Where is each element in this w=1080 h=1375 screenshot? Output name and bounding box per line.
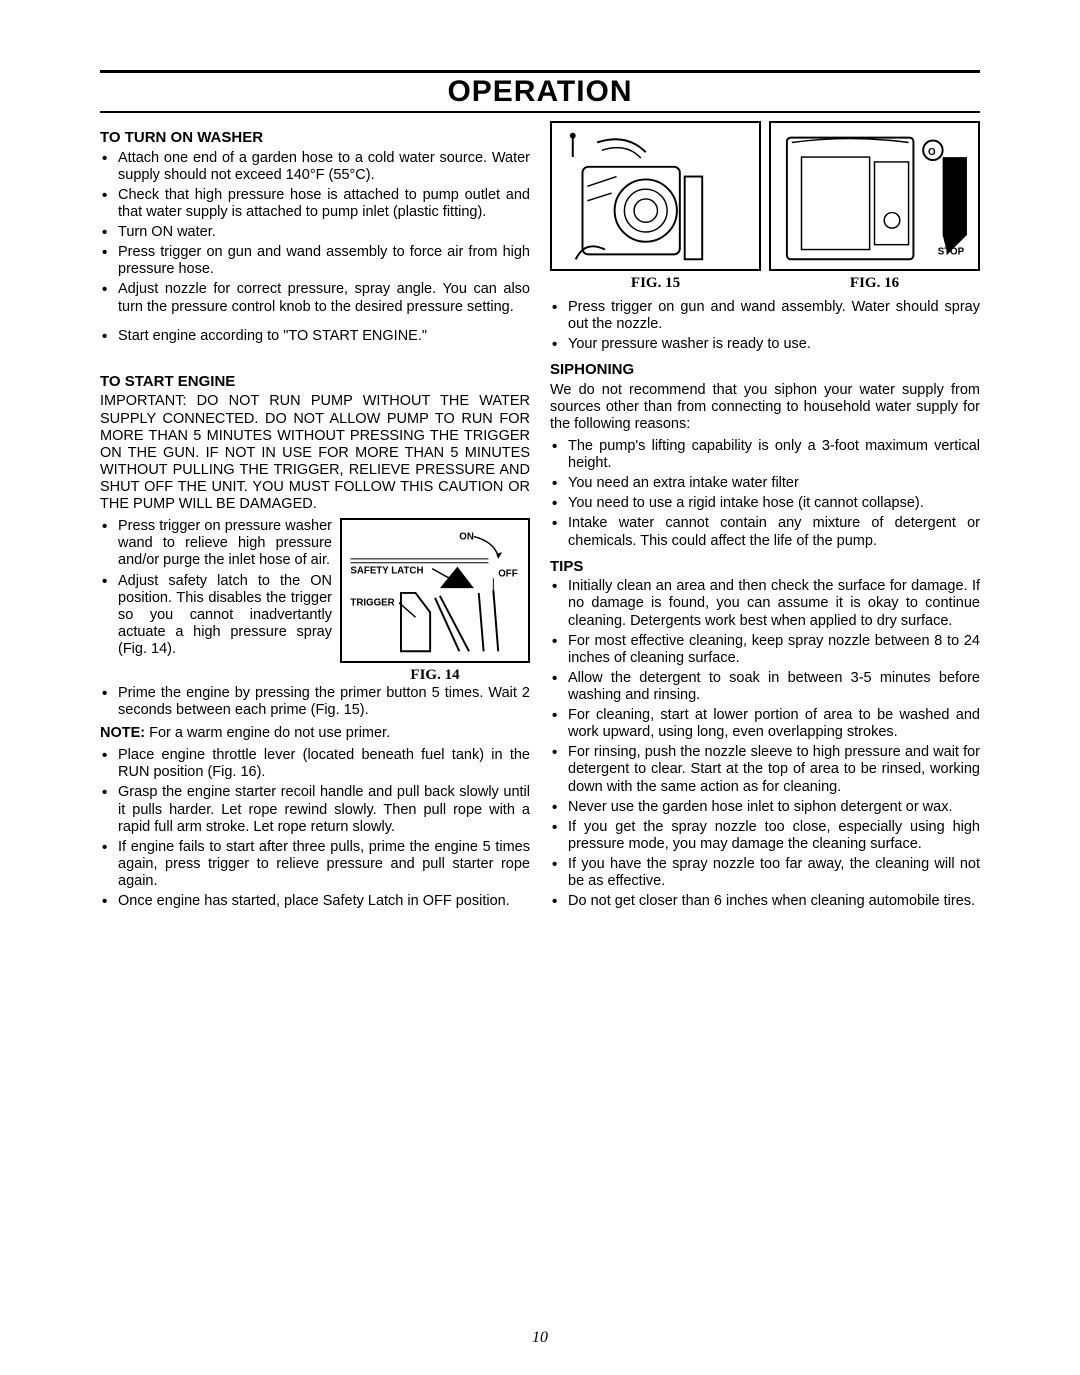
list-item: Place engine throttle lever (located ben… xyxy=(118,747,530,781)
siphon-intro: We do not recommend that you siphon your… xyxy=(550,382,980,433)
rule-top xyxy=(100,70,980,73)
list-item: Adjust nozzle for correct pressure, spra… xyxy=(118,281,530,315)
list-item: Never use the garden hose inlet to sipho… xyxy=(568,799,980,816)
fig14-caption: FIG. 14 xyxy=(340,667,530,685)
list-item: Allow the detergent to soak in between 3… xyxy=(568,670,980,704)
note-label: NOTE: xyxy=(100,725,145,741)
list-item: Do not get closer than 6 inches when cle… xyxy=(568,893,980,910)
list-item: For most effective cleaning, keep spray … xyxy=(568,633,980,667)
list-item: For rinsing, push the nozzle sleeve to h… xyxy=(568,744,980,795)
list-item: If you get the spray nozzle too close, e… xyxy=(568,819,980,853)
list-item: You need to use a rigid intake hose (it … xyxy=(568,495,980,512)
list-item: Prime the engine by pressing the primer … xyxy=(118,685,530,719)
list-item: Press trigger on gun and wand assembly t… xyxy=(118,244,530,278)
fig14-row: Press trigger on pressure washer wand to… xyxy=(100,518,530,685)
list-item: For cleaning, start at lower portion of … xyxy=(568,707,980,741)
fig15-caption: FIG. 15 xyxy=(550,275,761,293)
list-item: You need an extra intake water filter xyxy=(568,475,980,492)
fig-caption-row: FIG. 15 FIG. 16 xyxy=(550,275,980,293)
list-item: Once engine has started, place Safety La… xyxy=(118,893,530,910)
figure-15 xyxy=(550,121,761,271)
list-item: Your pressure washer is ready to use. xyxy=(568,336,980,353)
fig14-off-label: OFF xyxy=(498,569,517,580)
right-column: O RUN STOP FIG. 15 FIG. 16 Press trigger… xyxy=(550,121,980,916)
list-item: Adjust safety latch to the ON position. … xyxy=(118,573,332,659)
fig14-safety-label: SAFETY LATCH xyxy=(350,566,423,577)
fig16-caption: FIG. 16 xyxy=(769,275,980,293)
list-item: Attach one end of a garden hose to a col… xyxy=(118,150,530,184)
list-item: Check that high pressure hose is attache… xyxy=(118,187,530,221)
right-top-list: Press trigger on gun and wand assembly. … xyxy=(550,299,980,353)
svg-text:O: O xyxy=(928,147,936,158)
start-list-c: Place engine throttle lever (located ben… xyxy=(100,747,530,910)
list-item: Initially clean an area and then check t… xyxy=(568,578,980,629)
start-list-a: Press trigger on pressure washer wand to… xyxy=(100,518,332,658)
page-title: OPERATION xyxy=(100,75,980,109)
fig16-stop-label: STOP xyxy=(938,246,965,257)
figure-14: ON SAFETY LATCH OFF TRIGGER xyxy=(340,518,530,663)
fig14-trigger-label: TRIGGER xyxy=(350,598,394,609)
turn-on-list: Attach one end of a garden hose to a col… xyxy=(100,150,530,345)
list-item: Start engine according to "TO START ENGI… xyxy=(118,328,530,345)
note-text: For a warm engine do not use primer. xyxy=(145,725,390,741)
figure-16: O RUN STOP xyxy=(769,121,980,271)
heading-turn-on: TO TURN ON WASHER xyxy=(100,129,530,147)
siphon-list: The pump's lifting capability is only a … xyxy=(550,438,980,550)
figure-row: O RUN STOP xyxy=(550,121,980,273)
fig16-run-label: RUN xyxy=(943,164,964,175)
two-column-layout: TO TURN ON WASHER Attach one end of a ga… xyxy=(100,121,980,916)
page-number: 10 xyxy=(0,1329,1080,1347)
list-item: If engine fails to start after three pul… xyxy=(118,839,530,890)
heading-siphoning: SIPHONING xyxy=(550,361,980,379)
tips-list: Initially clean an area and then check t… xyxy=(550,578,980,910)
list-item: The pump's lifting capability is only a … xyxy=(568,438,980,472)
important-paragraph: IMPORTANT: DO NOT RUN PUMP WITHOUT THE W… xyxy=(100,393,530,513)
rule-under-title xyxy=(100,111,980,113)
list-item: Intake water cannot contain any mixture … xyxy=(568,515,980,549)
heading-tips: TIPS xyxy=(550,558,980,576)
heading-start-engine: TO START ENGINE xyxy=(100,373,530,391)
start-list-b: Prime the engine by pressing the primer … xyxy=(100,685,530,719)
list-item: Press trigger on pressure washer wand to… xyxy=(118,518,332,569)
list-item: Turn ON water. xyxy=(118,224,530,241)
list-item: Press trigger on gun and wand assembly. … xyxy=(568,299,980,333)
left-column: TO TURN ON WASHER Attach one end of a ga… xyxy=(100,121,530,916)
list-item: Grasp the engine starter recoil handle a… xyxy=(118,784,530,835)
list-item: If you have the spray nozzle too far awa… xyxy=(568,856,980,890)
fig14-on-label: ON xyxy=(459,532,474,543)
note-line: NOTE: For a warm engine do not use prime… xyxy=(100,725,530,742)
